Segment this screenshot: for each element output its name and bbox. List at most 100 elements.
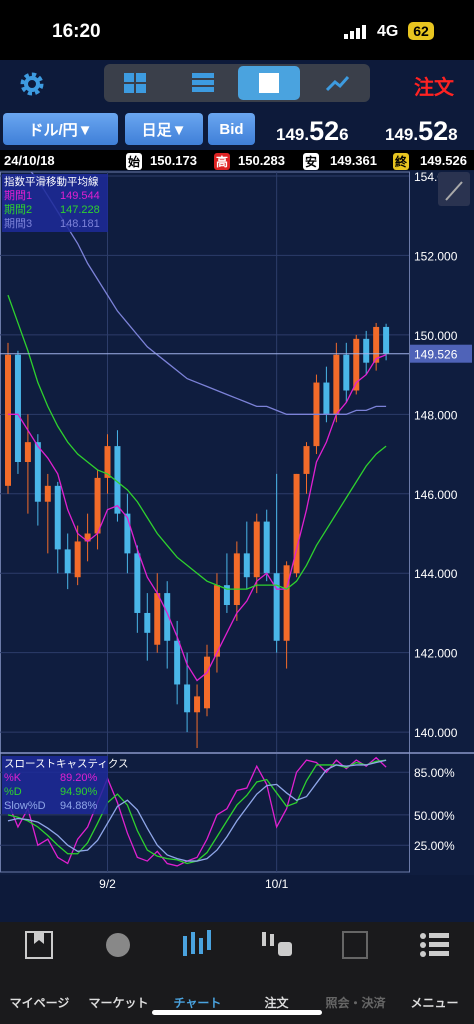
x-tick-label: 9/2: [99, 877, 116, 891]
y-tick-label: 148.000: [414, 408, 458, 422]
legend-box: [2, 174, 108, 232]
indicator-line: [7, 759, 387, 862]
time: 16:20: [52, 21, 101, 42]
x-tick-label: 10/1: [265, 877, 289, 891]
candle-body: [383, 326, 390, 354]
low: 149.361: [330, 153, 377, 168]
order-button[interactable]: 注文: [414, 77, 454, 99]
legend-value: 149.544: [60, 190, 100, 202]
legend-box: [2, 756, 108, 814]
high-tag: 高: [214, 153, 231, 170]
y-tick-label: 144.000: [414, 567, 458, 581]
candle-body: [243, 553, 250, 578]
legend-value: 148.181: [60, 218, 100, 230]
legend-name: Slow%D: [4, 800, 46, 812]
legend-value: 94.90%: [60, 786, 98, 798]
ask-big: 52: [418, 116, 449, 146]
candle-body: [94, 477, 101, 534]
tab-bar: [0, 922, 474, 1024]
candle-body: [154, 593, 161, 645]
candle-body: [134, 553, 141, 613]
candle-body: [283, 565, 290, 641]
close-tag: 終: [393, 153, 410, 170]
candle-body: [144, 612, 151, 633]
candle-body: [233, 553, 240, 606]
candle-body: [174, 640, 181, 685]
bid-big: 52: [309, 116, 340, 146]
signal-icon: [344, 25, 366, 39]
settings-icon[interactable]: [18, 70, 46, 98]
candle-body: [293, 473, 300, 574]
indicator-line: [7, 294, 387, 590]
tab[interactable]: 注文: [264, 996, 289, 1010]
pair-select[interactable]: ドル/円▼: [3, 113, 118, 145]
view-switcher: [104, 64, 370, 102]
y-tick-label: 25.00%: [414, 839, 455, 853]
tab[interactable]: チャート: [173, 996, 222, 1010]
y-tick-label: 150.000: [414, 329, 458, 343]
candle-body: [64, 549, 71, 574]
bid-prefix: 149.: [276, 125, 310, 144]
candle-body: [24, 442, 31, 462]
date: 24/10/18: [4, 153, 55, 168]
candle-body: [253, 521, 260, 578]
candle-body: [263, 521, 270, 574]
candle-body: [164, 593, 171, 641]
y-tick-label: 142.000: [414, 647, 458, 661]
grid-view[interactable]: [124, 73, 146, 93]
list-view[interactable]: [192, 73, 214, 93]
tab[interactable]: 照会・決済: [325, 996, 386, 1010]
draw-tool[interactable]: [438, 172, 470, 206]
indicator-line: [8, 354, 387, 682]
single-view[interactable]: [238, 66, 300, 100]
candle-body: [333, 354, 340, 415]
ohlc-row: 24/10/18 始 150.173 高 150.283 安 149.361 終…: [0, 150, 474, 170]
network: 4G: [377, 23, 399, 40]
candle-body: [303, 446, 310, 474]
chart: 140.000 142.000 144.000 146.000 148.000 150.0…: [0, 170, 474, 891]
candle-body: [104, 446, 111, 478]
candle-body: [273, 573, 280, 641]
y-tick-label: 85.00%: [414, 766, 455, 780]
close: 149.526: [420, 153, 467, 168]
tab[interactable]: メニュー: [410, 996, 459, 1010]
candle-body: [114, 446, 121, 514]
y-tick-label: 140.000: [414, 726, 458, 740]
y-tick-label: 146.000: [414, 488, 458, 502]
candle-body: [184, 684, 191, 713]
ask-price: 149.528: [385, 116, 458, 147]
candle-body: [213, 585, 220, 657]
candle-body: [44, 485, 51, 502]
open: 150.173: [150, 153, 197, 168]
bid-price: 149.526: [276, 116, 349, 147]
y-tick-label: 50.00%: [414, 809, 455, 823]
ask-prefix: 149.: [385, 125, 419, 144]
current-price-label: 149.526: [414, 348, 458, 362]
legend-name: %D: [4, 786, 22, 798]
candle-body: [124, 513, 131, 554]
bid-suffix: 6: [339, 125, 349, 144]
candle-body: [14, 354, 21, 462]
candle-body: [74, 541, 81, 578]
legend-title: 指数平滑移動平均線: [4, 175, 99, 188]
candle-body: [5, 354, 11, 486]
legend-value: 94.88%: [60, 800, 98, 812]
candle-body: [204, 656, 210, 709]
legend-name: 期間2: [4, 203, 32, 216]
status-bar: 16:20 4G 62: [0, 0, 474, 60]
candle-body: [343, 354, 350, 391]
current-price-box: [410, 344, 472, 363]
period-select[interactable]: 日足▼: [125, 113, 203, 145]
legend-name: 期間1: [4, 189, 32, 202]
candle-body: [223, 585, 230, 606]
legend-value: 147.228: [60, 204, 100, 216]
trend-view[interactable]: [326, 74, 350, 92]
tab[interactable]: マイページ: [9, 996, 70, 1010]
tab[interactable]: マーケット: [88, 996, 149, 1010]
low-tag: 安: [303, 153, 320, 170]
candle-body: [54, 485, 61, 550]
side-select[interactable]: Bid: [208, 113, 255, 145]
legend-name: %K: [4, 772, 22, 784]
candle-body: [373, 326, 380, 363]
